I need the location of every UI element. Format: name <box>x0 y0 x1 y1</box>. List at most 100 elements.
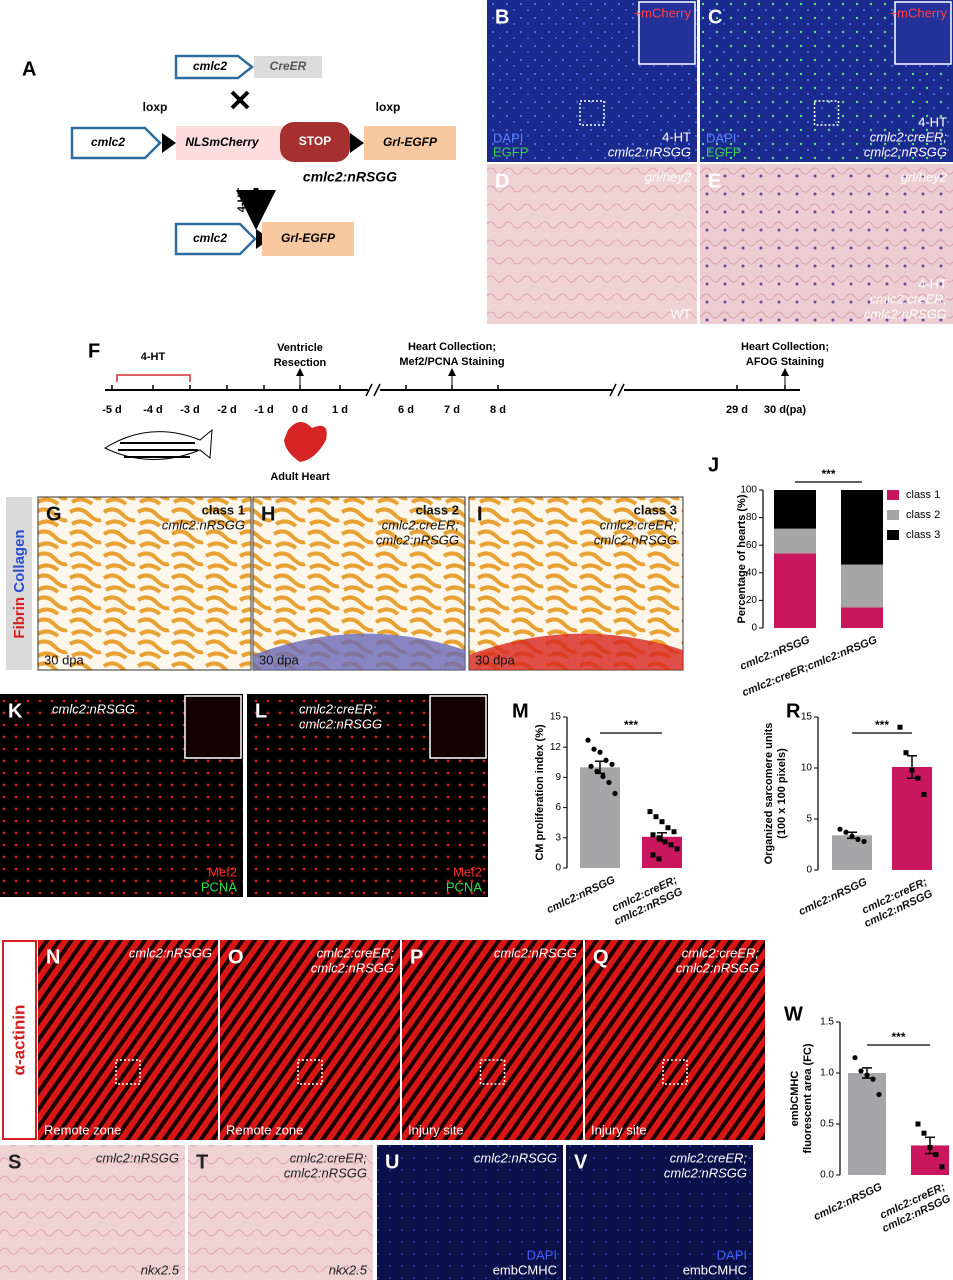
panel-annotation: cmlc2:nRSGG <box>311 960 394 975</box>
event-label: AFOG Staining <box>746 356 824 368</box>
panel-annotation: Injury site <box>591 1122 647 1137</box>
panel-annotation: +mCherry <box>634 5 692 20</box>
data-point <box>585 737 591 743</box>
panel-annotation: Mef2 <box>453 864 482 879</box>
inset <box>638 1 696 65</box>
panel-letter: E <box>708 170 721 192</box>
panel-annotation: class 3 <box>634 502 677 517</box>
data-point <box>591 746 597 752</box>
y-tick-label: 40 <box>746 567 758 578</box>
panel-annotation: Mef2 <box>208 864 237 879</box>
panel-annotation: cmlc2:creER; <box>600 517 678 532</box>
panel-annotation: 30 dpa <box>44 652 85 667</box>
cross <box>230 90 250 110</box>
panel-annotation: cmlc2:nRSGG <box>96 1150 179 1165</box>
panel-letter: H <box>261 503 275 525</box>
data-point <box>612 790 618 797</box>
panel-letter: N <box>46 946 60 968</box>
y-axis-label: fluorescent area (FC) <box>802 1043 814 1153</box>
time-label: -2 d <box>217 404 237 416</box>
panel-annotation: grl/hey2 <box>645 169 692 184</box>
micrograph <box>402 940 583 1140</box>
zebrafish <box>103 428 213 461</box>
time-label: 8 d <box>490 404 506 416</box>
time-label: -1 d <box>254 404 274 416</box>
data-point <box>656 856 662 862</box>
significance-label: *** <box>891 1030 905 1044</box>
time-label: 29 d <box>726 404 748 416</box>
time-label: 0 d <box>292 404 308 416</box>
panel-annotation: cmlc2:creER; <box>290 1150 368 1165</box>
y-tick-label: 5 <box>806 814 812 825</box>
stop-box <box>280 122 350 162</box>
y-axis-label: embCMHC <box>789 1071 801 1127</box>
panel-annotation: cmlc2:nRSGG <box>474 1150 557 1165</box>
panel-letter: W <box>784 1003 803 1025</box>
y-tick-label: 9 <box>555 772 561 783</box>
gene-label: Grl-EGFP <box>383 135 438 149</box>
panel-letter: K <box>8 700 23 722</box>
legend-label: class 2 <box>906 509 940 521</box>
label-box <box>2 940 37 1140</box>
gene-label: CreER <box>270 59 307 73</box>
panel-letter: D <box>495 170 509 192</box>
significance-label: *** <box>875 718 889 732</box>
panel-letter: I <box>477 503 483 525</box>
panel-annotation: +mCherry <box>890 5 948 20</box>
promoter-label: cmlc2 <box>91 135 125 149</box>
data-point <box>647 809 653 815</box>
data-point <box>870 1076 876 1082</box>
time-label: 1 d <box>332 404 348 416</box>
panel-annotation: Remote zone <box>44 1122 121 1137</box>
y-axis-label: Percentage of hearts (%) <box>736 494 748 623</box>
panel-annotation: grl/hey2 <box>901 169 948 184</box>
data-point <box>921 792 927 798</box>
panel-annotation: Injury site <box>408 1122 464 1137</box>
micrograph <box>188 1145 373 1280</box>
micrograph <box>37 496 252 671</box>
inset <box>184 695 242 759</box>
panel-letter: C <box>708 6 722 28</box>
panel-annotation: cmlc2:creER; <box>870 129 948 144</box>
data-point <box>915 775 921 781</box>
event-label: Resection <box>274 357 327 369</box>
event-label: Heart Collection; <box>741 341 829 353</box>
panel-letter: B <box>495 6 509 28</box>
stain-label: Fibrin <box>11 597 28 639</box>
bar-segment <box>774 490 816 529</box>
panel-letter: R <box>786 700 801 722</box>
legend-swatch <box>887 530 899 540</box>
stain-label: Fibrin Collagen <box>11 529 28 638</box>
gene-box <box>262 222 354 256</box>
panel-annotation: cmlc2:nRSGG <box>162 517 245 532</box>
panel-annotation: cmlc2:creER; <box>317 945 395 960</box>
treatment-label: 4-HT <box>236 188 248 213</box>
micrograph <box>700 164 953 324</box>
panel-annotation: embCMHC <box>493 1262 557 1277</box>
y-tick-label: 80 <box>746 512 758 523</box>
data-point <box>594 768 600 774</box>
y-tick-label: 0.0 <box>820 1170 834 1181</box>
bar <box>892 766 932 870</box>
gene-label: Grl-EGFP <box>281 231 336 245</box>
panel-annotation: 4-HT <box>918 114 947 129</box>
time-label: -3 d <box>180 404 200 416</box>
y-tick-label: 12 <box>550 742 562 753</box>
panel-letter: P <box>410 946 423 968</box>
promoter-label: cmlc2 <box>193 231 227 245</box>
panel-annotation: 30 dpa <box>259 652 300 667</box>
panel-annotation: PCNA <box>446 879 482 894</box>
stop-label: STOP <box>299 134 331 148</box>
inset <box>894 1 952 65</box>
data-point <box>864 1072 870 1078</box>
data-point <box>858 1068 864 1074</box>
y-tick-label: 3 <box>555 832 561 843</box>
panel-annotation: cmlc2:nRSGG <box>494 945 577 960</box>
data-point <box>876 1091 882 1098</box>
data-point <box>597 749 603 755</box>
panel-annotation: cmlc2:nRSGG <box>608 144 691 159</box>
data-point <box>855 836 861 843</box>
panel-annotation: embCMHC <box>683 1262 747 1277</box>
